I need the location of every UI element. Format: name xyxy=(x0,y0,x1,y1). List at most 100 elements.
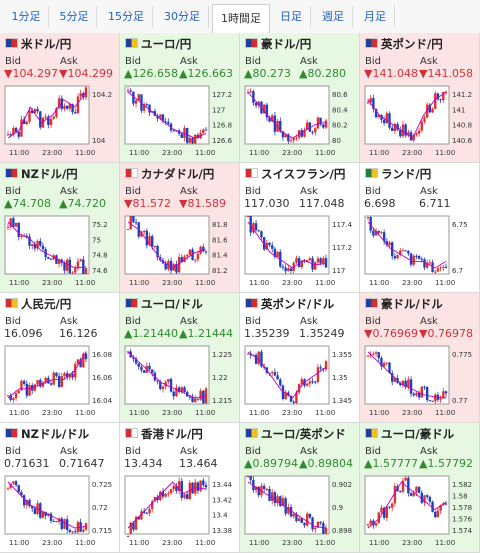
tab-5[interactable]: 日足 xyxy=(272,6,311,28)
pair-card[interactable]: ランド/円 Bid 6.698 Ask 6.711 6.75 6.7 11:00 23:00 11… xyxy=(360,163,480,293)
candle-body xyxy=(161,386,165,389)
pair-title[interactable]: NZドル/円 xyxy=(5,166,78,182)
candle-body xyxy=(372,353,375,355)
pair-card[interactable]: ユーロ/英ポンド Bid ▲0.89794 Ask ▲0.89804 0.902 0.9 0.… xyxy=(240,423,360,553)
tab-1[interactable]: 5分足 xyxy=(52,6,97,28)
candle-body xyxy=(401,250,405,252)
pair-title[interactable]: 豪ドル/ドル xyxy=(365,296,443,312)
candle-body xyxy=(393,256,397,259)
candle-body xyxy=(295,258,298,263)
candle-body xyxy=(404,250,407,252)
pair-title[interactable]: 米ドル/円 xyxy=(5,36,71,52)
ask-value: ▼104.299 xyxy=(59,67,113,80)
candle-body xyxy=(142,230,146,232)
tab-3[interactable]: 30分足 xyxy=(156,6,209,28)
flag-icon xyxy=(365,428,378,438)
candle-body xyxy=(366,102,370,104)
candle-body xyxy=(126,228,130,230)
candle-body xyxy=(262,237,266,250)
candle-body xyxy=(140,511,143,520)
bid-value: 16.096 xyxy=(4,327,43,340)
tab-6[interactable]: 週足 xyxy=(314,6,353,28)
tab-4[interactable]: 1時間足 xyxy=(212,4,270,34)
moving-average-line xyxy=(247,351,327,399)
tab-0[interactable]: 1分足 xyxy=(4,6,49,28)
pair-title[interactable]: ユーロ/英ポンド xyxy=(245,426,346,442)
pair-card[interactable]: 人民元/円 Bid 16.096 Ask 16.126 16.08 16.06 16.04 11… xyxy=(0,293,120,423)
pair-title[interactable]: ランド/円 xyxy=(365,166,431,182)
pair-title[interactable]: ユーロ/円 xyxy=(125,36,191,52)
pair-title[interactable]: ユーロ/豪ドル xyxy=(365,426,454,442)
pair-card[interactable]: ユーロ/円 Bid ▲126.658 Ask ▲126.663 127.2 127 126.8… xyxy=(120,33,240,163)
candle-body xyxy=(39,240,42,246)
candle-body xyxy=(148,508,151,514)
candle-body xyxy=(391,127,394,131)
tab-7[interactable]: 月足 xyxy=(356,6,395,28)
candle-body xyxy=(17,222,20,237)
bid-value: ▲126.658 xyxy=(124,67,178,80)
candle-body xyxy=(22,495,26,506)
mini-chart: 104.2 104 11:00 23:00 11:00 xyxy=(4,85,112,157)
tab-2[interactable]: 15分足 xyxy=(100,6,153,28)
x-tick-label: 23:00 xyxy=(162,409,182,417)
pair-card[interactable]: 豪ドル/ドル Bid ▼0.76969 Ask ▼0.76978 0.775 0.77 11:… xyxy=(360,293,480,423)
pair-title[interactable]: ユーロ/ドル xyxy=(125,296,203,312)
ask-label: Ask xyxy=(420,56,438,67)
candle-body xyxy=(279,120,282,132)
pair-card[interactable]: スイスフラン/円 Bid 117.030 Ask 117.048 117.4 117.2 11… xyxy=(240,163,360,293)
pair-card[interactable]: NZドル/ドル Bid 0.71631 Ask 0.71647 0.725 0.72 0.71… xyxy=(0,423,120,553)
pair-title[interactable]: スイスフラン/円 xyxy=(245,166,345,182)
moving-average-line xyxy=(127,351,207,399)
candle-body xyxy=(425,386,429,401)
pair-card[interactable]: カナダドル/円 Bid ▼81.572 Ask ▼81.589 81.8 81.6 81.4 8… xyxy=(120,163,240,293)
bid-label: Bid xyxy=(365,186,381,197)
candle-body xyxy=(180,257,183,262)
ask-value: ▲1.57792 xyxy=(419,457,473,470)
pair-title[interactable]: 英ポンド/円 xyxy=(365,36,443,52)
pair-title[interactable]: 豪ドル/円 xyxy=(245,36,311,52)
x-tick-label: 11:00 xyxy=(369,409,389,417)
pair-card[interactable]: NZドル/円 Bid ▲74.708 Ask ▲74.720 75.2 75 74.8 74.6… xyxy=(0,163,120,293)
pair-card[interactable]: ユーロ/ドル Bid ▲1.21440 Ask ▲1.21444 1.225 1.22 1.2… xyxy=(120,293,240,423)
candle-body xyxy=(295,513,298,522)
candle-body xyxy=(428,262,432,264)
candle-body xyxy=(260,351,263,367)
pair-name: NZドル/ドル xyxy=(21,427,90,441)
pair-title[interactable]: 香港ドル/円 xyxy=(125,426,203,442)
candle-body xyxy=(202,246,205,252)
candle-body xyxy=(31,506,34,509)
bid-value: ▲1.57777 xyxy=(364,457,418,470)
y-tick-label: 75 xyxy=(92,236,101,244)
bid-label: Bid xyxy=(245,56,261,67)
pair-title[interactable]: 英ポンド/ドル xyxy=(245,296,334,312)
candle-body xyxy=(423,386,426,388)
pair-title[interactable]: NZドル/ドル xyxy=(5,426,89,442)
y-tick-label: 0.898 xyxy=(332,527,352,535)
pair-card[interactable]: 英ポンド/ドル Bid 1.35239 Ask 1.35249 1.355 1.35 1.34… xyxy=(240,293,360,423)
bid-value: 6.698 xyxy=(364,197,396,210)
candle-body xyxy=(199,390,202,400)
candle-body xyxy=(297,518,301,522)
candle-body xyxy=(44,116,47,118)
mini-chart: 13.44 13.42 13.4 13.38 11:00 23:00 11:00 xyxy=(124,475,233,547)
candle-body xyxy=(74,268,77,273)
candle-body xyxy=(303,129,306,137)
candle-body xyxy=(60,518,63,529)
pair-card[interactable]: 香港ドル/円 Bid 13.434 Ask 13.464 13.44 13.42 13.4 13… xyxy=(120,423,240,553)
pair-card[interactable]: 豪ドル/円 Bid ▲80.273 Ask ▲80.280 80.6 80.4 80.2 80 1… xyxy=(240,33,360,163)
x-tick-label: 11:00 xyxy=(9,149,29,157)
pair-card[interactable]: 米ドル/円 Bid ▼104.297 Ask ▼104.299 104.2 104 11:00… xyxy=(0,33,120,163)
candle-body xyxy=(14,393,18,399)
candle-body xyxy=(423,259,426,268)
pair-card[interactable]: 英ポンド/円 Bid ▼141.048 Ask ▼141.058 141.2 141 140.… xyxy=(360,33,480,163)
candle-body xyxy=(71,272,74,274)
pair-title[interactable]: 人民元/円 xyxy=(5,296,71,312)
pair-card[interactable]: ユーロ/豪ドル Bid ▲1.57777 Ask ▲1.57792 1.582 1.58 1.… xyxy=(360,423,480,553)
candle-body xyxy=(316,258,320,263)
candle-body xyxy=(436,268,440,272)
candle-body xyxy=(366,355,370,357)
y-tick-label: 80.4 xyxy=(332,106,348,114)
ask-value: ▲80.280 xyxy=(299,67,346,80)
bid-value: 0.71631 xyxy=(4,457,50,470)
pair-title[interactable]: カナダドル/円 xyxy=(125,166,214,182)
